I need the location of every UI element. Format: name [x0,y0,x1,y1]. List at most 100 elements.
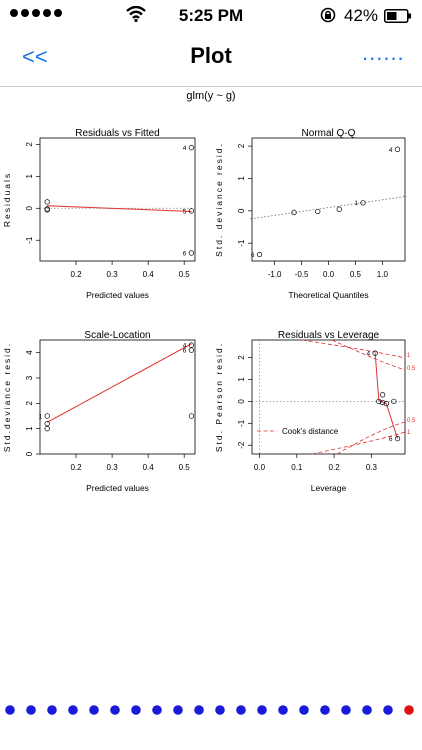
panel3-xtick-label: 0.2 [70,463,82,472]
panel1-data-point [44,199,50,205]
panel2-data-point [315,208,321,215]
panel4-point-label: 6 [389,436,393,443]
panel1-point-label: 4 [183,145,187,152]
page-dot[interactable] [320,705,330,715]
panel4-cooks-contour [311,431,406,455]
panel4-xtick-label: 0.2 [329,463,341,472]
panel2-ytick-label: 1 [237,176,246,181]
panel2-reference-line [250,195,407,220]
page-dot[interactable] [5,705,15,715]
panel2-ylabel: Std. deviance resid. [214,142,224,257]
panel4-cooks-contour [331,339,406,371]
panel1-title: Residuals vs Fitted [75,128,159,139]
panel4-data-point [391,398,397,405]
more-button[interactable]: ...... [362,40,405,65]
panel1-xtick-label: 0.5 [179,270,191,279]
panel3-data-point [44,420,50,427]
panel3-xtick-label: 0.5 [179,463,191,472]
panel2-data-point [336,206,342,212]
page-dot[interactable] [299,705,309,715]
panel4-xtick-label: 0.3 [366,463,378,472]
panel2-ytick-label: 2 [237,143,246,148]
page-dot[interactable] [152,705,162,715]
panel1-xlabel: Predicted values [86,290,149,300]
panel1-data-point [188,250,195,256]
battery-icon [384,9,411,23]
panel2-title: Normal Q-Q [302,128,356,139]
panel1-xtick-label: 0.2 [70,270,82,279]
plot-image: glm(y ~ g) Residuals vs Fitted Predicted v… [2,90,416,493]
panel1-ytick-label: 2 [25,142,34,147]
page-dot[interactable] [257,705,267,715]
panel1-ytick-label: -1 [25,236,34,244]
panel4-legend-label: Cook's distance [282,427,339,436]
panel3-ylabel: Std.deviance resid. [2,342,12,452]
panel3-ytick-label: 4 [25,350,34,355]
panel4-cooks-contour [336,421,406,455]
panel1-xtick-label: 0.4 [143,270,155,279]
panel2-xtick-label: 0.5 [350,270,362,279]
page-dot[interactable] [173,705,183,715]
page-dot[interactable] [194,705,204,715]
page-dot-active[interactable] [404,705,414,715]
panel2-xlabel: Theoretical Quantiles [288,290,368,300]
status-bar: 5:25 PM 42% [0,0,422,32]
panel4-point-label: 4 [367,351,371,358]
panel4-xtick-label: 0.1 [291,463,303,472]
navigation-bar: << Plot ...... [0,34,422,87]
panel4-cooks-contours [301,339,406,455]
page-dot[interactable] [47,705,57,715]
panel3-data-point [44,426,50,432]
panel1-point-label: 5 [183,208,187,215]
page-dot[interactable] [383,705,393,715]
page-dot[interactable] [215,705,225,715]
panel4-contour-label: 1 [407,353,411,359]
rotation-lock-icon [320,7,336,23]
page-dot[interactable] [110,705,120,715]
page-dot[interactable] [341,705,351,715]
panel4-ytick-label: -1 [237,419,246,427]
page-dot[interactable] [68,705,78,715]
back-button[interactable]: << [22,44,48,69]
panel2-point-label: 4 [389,147,393,154]
panel2-data-point [394,146,401,152]
panel4-ylabel: Std. Pearson resid. [214,342,224,452]
panel2-point-label: 1 [354,200,358,207]
panel2-ytick-label: -1 [237,239,246,247]
panel1-fit-line [47,205,192,212]
panel4-contour-label: 1 [407,430,411,436]
panel2-xtick-label: 0.0 [323,270,335,279]
battery-percentage: 42% [344,6,379,25]
panel4-cooks-contour [301,339,406,359]
panel4-data-point [394,436,401,442]
page-indicator[interactable] [0,700,422,720]
page-dot[interactable] [26,705,36,715]
panel3-xtick-label: 0.4 [143,463,155,472]
page-dot[interactable] [236,705,246,715]
page-dot[interactable] [362,705,372,715]
panel3-ytick-label: 2 [25,401,34,406]
panel1-data-point [44,206,50,212]
panel3-frame [39,339,196,455]
panel3-data-point [44,413,50,419]
page-dot[interactable] [89,705,99,715]
panel4-ytick-label: 1 [237,377,246,382]
panel4-frame [251,339,406,455]
panel1-xtick-label: 0.3 [107,270,119,279]
panel2-data-point [360,200,366,206]
panel1-point-label: 6 [183,251,187,258]
panel3-fit-line [46,343,192,423]
panel3-data-point [188,347,195,353]
panel4-data-point [376,398,382,405]
panel4-ytick-label: -2 [237,441,246,449]
wifi-icon [126,6,146,22]
page-title: Plot [190,43,232,68]
panel1-ytick-label: 0 [25,206,34,211]
panel3-ytick-label: 1 [25,426,34,431]
page-dot[interactable] [131,705,141,715]
panel4-data-point [379,399,386,406]
panel2-point-label: 6 [251,252,255,259]
panel3-xtick-label: 0.3 [107,463,119,472]
panel4-title: Residuals vs Leverage [278,330,380,341]
page-dot[interactable] [278,705,288,715]
